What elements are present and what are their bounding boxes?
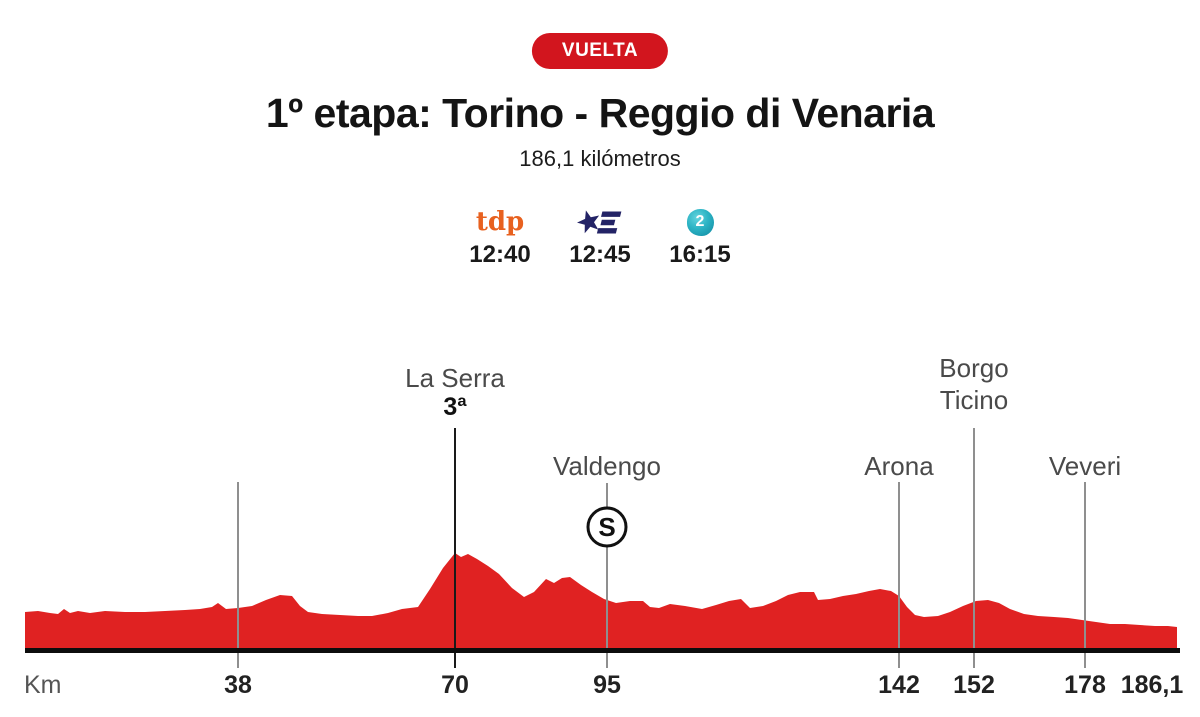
broadcast-time: 16:15 bbox=[669, 241, 731, 268]
broadcast-channel-tdp: tdp 12:40 bbox=[462, 206, 538, 269]
elevation-area bbox=[25, 553, 1177, 650]
stage-title: 1º etapa: Torino - Reggio di Venaria bbox=[265, 90, 935, 136]
eurosport-star-icon bbox=[577, 209, 622, 234]
broadcast-time: 12:40 bbox=[469, 241, 531, 268]
stage-distance: 186,1 kilómetros bbox=[519, 146, 681, 171]
broadcast-times: tdp 12:40 12:45 2 16:15 bbox=[0, 206, 1200, 269]
sprint-badge-letter: S bbox=[598, 512, 615, 542]
broadcast-channel-eurosport: 12:45 bbox=[562, 206, 638, 269]
broadcast-channel-la2: 2 16:15 bbox=[662, 206, 738, 269]
sprint-badge-circle bbox=[586, 506, 628, 548]
elevation-profile-svg: S bbox=[25, 428, 1180, 668]
broadcast-time: 12:45 bbox=[569, 241, 631, 268]
la2-logo: 2 bbox=[686, 208, 714, 236]
profile-baseline bbox=[25, 648, 1180, 653]
tdp-logo: tdp bbox=[475, 207, 525, 237]
competition-badge: VUELTA bbox=[531, 33, 669, 69]
